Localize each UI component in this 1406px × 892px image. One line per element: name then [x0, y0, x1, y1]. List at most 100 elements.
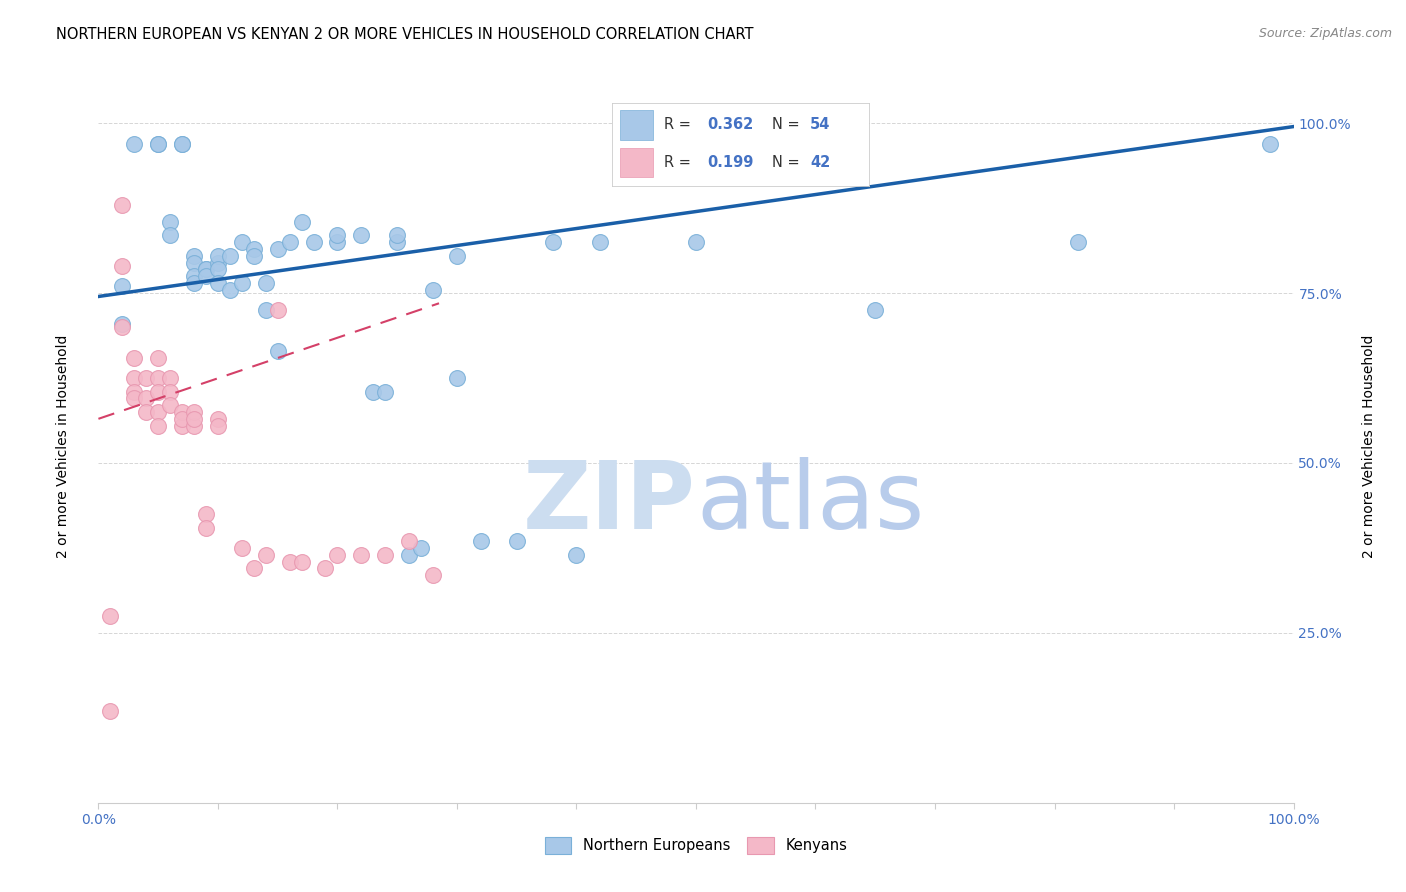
Point: [111, 317, 134, 331]
Point: [219, 283, 242, 297]
Point: [148, 405, 170, 419]
Point: [278, 235, 301, 249]
Point: [172, 418, 194, 433]
Point: [124, 392, 146, 406]
Text: ZIP: ZIP: [523, 457, 696, 549]
Point: [398, 534, 420, 549]
Point: [291, 215, 314, 229]
Point: [172, 405, 194, 419]
Point: [219, 249, 242, 263]
Point: [124, 351, 146, 365]
Point: [207, 418, 229, 433]
Text: Source: ZipAtlas.com: Source: ZipAtlas.com: [1258, 27, 1392, 40]
Point: [231, 235, 253, 249]
Point: [865, 303, 887, 318]
Point: [98, 704, 122, 718]
Point: [422, 568, 444, 582]
Point: [267, 343, 290, 358]
Point: [135, 392, 157, 406]
Point: [278, 555, 301, 569]
Point: [565, 548, 588, 562]
Point: [172, 136, 194, 151]
Text: NORTHERN EUROPEAN VS KENYAN 2 OR MORE VEHICLES IN HOUSEHOLD CORRELATION CHART: NORTHERN EUROPEAN VS KENYAN 2 OR MORE VE…: [56, 27, 754, 42]
Point: [411, 541, 433, 555]
Point: [207, 412, 229, 426]
Point: [159, 228, 181, 243]
Point: [385, 235, 409, 249]
Point: [183, 276, 205, 290]
Point: [685, 235, 707, 249]
Point: [172, 412, 194, 426]
Point: [1067, 235, 1090, 249]
Point: [111, 198, 134, 212]
Point: [350, 548, 373, 562]
Point: [207, 249, 229, 263]
Point: [195, 262, 218, 277]
Point: [315, 561, 337, 575]
Point: [195, 507, 218, 521]
Point: [589, 235, 612, 249]
Point: [183, 405, 205, 419]
Point: [541, 235, 564, 249]
Point: [385, 228, 409, 243]
Point: [207, 262, 229, 277]
Text: atlas: atlas: [696, 457, 924, 549]
Point: [148, 351, 170, 365]
Point: [135, 371, 157, 385]
Point: [254, 548, 277, 562]
Point: [1258, 136, 1281, 151]
Point: [124, 384, 146, 399]
Y-axis label: 2 or more Vehicles in Household: 2 or more Vehicles in Household: [1362, 334, 1376, 558]
Point: [254, 276, 277, 290]
Point: [98, 608, 122, 623]
Point: [398, 548, 420, 562]
Point: [243, 249, 266, 263]
Point: [148, 136, 170, 151]
Point: [159, 384, 181, 399]
Point: [183, 418, 205, 433]
Point: [243, 242, 266, 256]
Point: [207, 276, 229, 290]
Legend: Northern Europeans, Kenyans: Northern Europeans, Kenyans: [538, 831, 853, 860]
Point: [267, 242, 290, 256]
Point: [422, 283, 444, 297]
Point: [326, 548, 349, 562]
Point: [195, 520, 218, 534]
Point: [326, 228, 349, 243]
Point: [326, 235, 349, 249]
Point: [363, 384, 385, 399]
Point: [254, 303, 277, 318]
Point: [183, 269, 205, 284]
Point: [470, 534, 492, 549]
Point: [148, 136, 170, 151]
Point: [183, 255, 205, 269]
Point: [183, 249, 205, 263]
Point: [231, 276, 253, 290]
Point: [111, 259, 134, 273]
Point: [111, 279, 134, 293]
Point: [446, 371, 468, 385]
Text: 2 or more Vehicles in Household: 2 or more Vehicles in Household: [56, 334, 70, 558]
Point: [148, 371, 170, 385]
Point: [374, 548, 396, 562]
Point: [124, 371, 146, 385]
Point: [148, 418, 170, 433]
Point: [267, 303, 290, 318]
Point: [111, 320, 134, 334]
Point: [446, 249, 468, 263]
Point: [291, 555, 314, 569]
Point: [243, 561, 266, 575]
Point: [135, 405, 157, 419]
Point: [195, 269, 218, 284]
Point: [350, 228, 373, 243]
Point: [195, 262, 218, 277]
Point: [302, 235, 325, 249]
Point: [159, 215, 181, 229]
Point: [207, 255, 229, 269]
Point: [148, 384, 170, 399]
Point: [183, 412, 205, 426]
Point: [231, 541, 253, 555]
Point: [159, 398, 181, 412]
Point: [374, 384, 396, 399]
Point: [172, 136, 194, 151]
